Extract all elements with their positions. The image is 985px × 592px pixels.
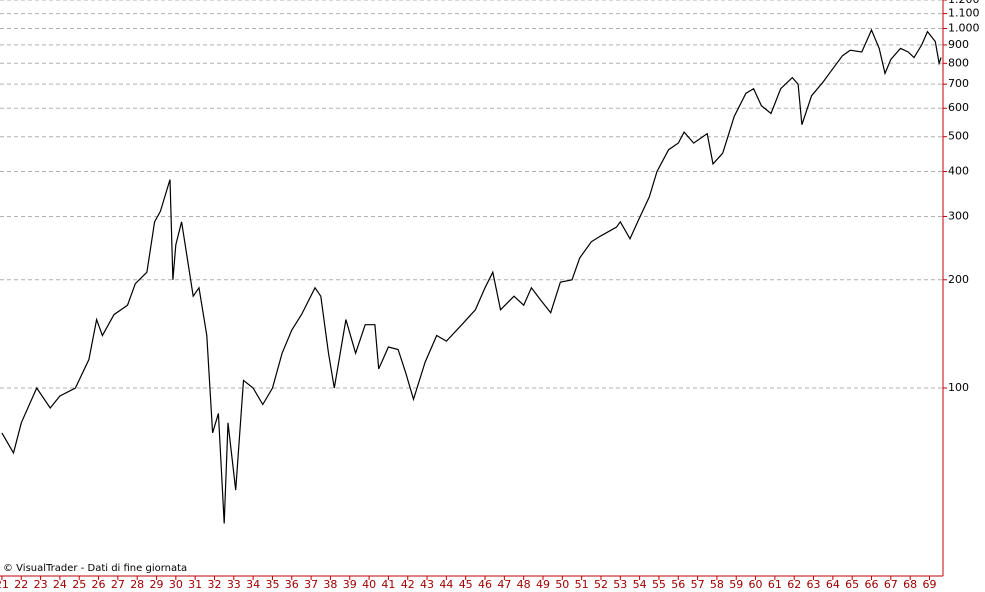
x-tick-label: 27 [111,578,125,591]
x-tick-label: 69 [922,578,936,591]
y-tick-label: 500 [948,130,969,143]
x-tick-label: 34 [246,578,260,591]
y-tick-label: 600 [948,101,969,114]
x-tick-label: 50 [555,578,569,591]
x-tick-label: 49 [536,578,550,591]
x-tick-label: 42 [401,578,415,591]
x-tick-label: 25 [72,578,86,591]
y-tick-label: 300 [948,209,969,222]
price-line [1,28,942,524]
y-tick-label: 800 [948,56,969,69]
x-tick-label: 38 [323,578,337,591]
x-tick-label: 52 [594,578,608,591]
x-tick-label: 43 [420,578,434,591]
x-tick-label: 56 [671,578,685,591]
x-tick-label: 33 [227,578,241,591]
x-tick-label: 37 [304,578,318,591]
y-tick-label: 1.200 [948,0,980,6]
x-tick-label: 26 [92,578,106,591]
y-tick-label: 400 [948,165,969,178]
y-tick-label: 200 [948,273,969,286]
x-tick-label: 39 [343,578,357,591]
x-tick-label: 35 [265,578,279,591]
x-tick-label: 29 [150,578,164,591]
y-tick-label: 100 [948,381,969,394]
x-tick-label: 67 [884,578,898,591]
x-tick-label: 54 [633,578,647,591]
x-tick-label: 53 [613,578,627,591]
x-tick-label: 61 [768,578,782,591]
x-tick-label: 21 [0,578,9,591]
x-tick-label: 40 [362,578,376,591]
x-tick-label: 36 [285,578,299,591]
x-tick-label: 32 [207,578,221,591]
x-tick-label: 48 [517,578,531,591]
y-tick-label: 900 [948,38,969,51]
x-tick-label: 64 [826,578,840,591]
x-tick-label: 31 [188,578,202,591]
x-tick-label: 65 [845,578,859,591]
x-tick-label: 51 [575,578,589,591]
x-tick-label: 41 [381,578,395,591]
y-tick-label: 700 [948,77,969,90]
x-tick-label: 30 [169,578,183,591]
x-tick-label: 60 [749,578,763,591]
x-tick-label: 23 [34,578,48,591]
x-tick-label: 68 [903,578,917,591]
x-tick-label: 63 [807,578,821,591]
x-tick-label: 22 [14,578,28,591]
x-tick-label: 58 [710,578,724,591]
x-tick-label: 45 [459,578,473,591]
x-tick-label: 62 [787,578,801,591]
x-tick-label: 24 [53,578,67,591]
y-tick-label: 1.100 [948,7,980,20]
x-tick-label: 55 [652,578,666,591]
x-tick-label: 47 [497,578,511,591]
footer: © VisualTrader - Dati di fine giornata [3,563,187,574]
x-tick-label: 28 [130,578,144,591]
x-tick-label: 44 [439,578,453,591]
x-tick-label: 57 [691,578,705,591]
x-tick-label: 59 [729,578,743,591]
x-tick-label: 46 [478,578,492,591]
y-tick-label: 1.000 [948,21,980,34]
x-tick-label: 66 [865,578,879,591]
